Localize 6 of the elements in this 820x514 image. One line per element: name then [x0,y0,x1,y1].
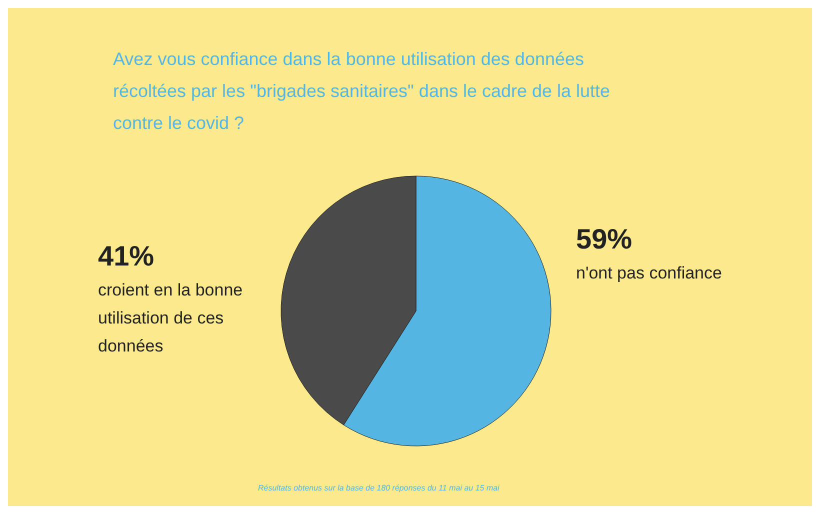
slice-label: n'ont pas confiance [576,264,722,282]
chart-title: Avez vous confiance dans la bonne utilisation des données récoltées par les "brigades sanitaires" dans le cadre de la lutte contre le covid ? [113,49,616,133]
text: Résultats obtenus sur la base de 180 réponses du 11 mai au 15 mai [258,484,500,492]
data-label: 59% [576,224,632,254]
slice-label: croient en la bonne utilisation de ces données [98,280,243,356]
data-label: 41% [98,240,154,272]
